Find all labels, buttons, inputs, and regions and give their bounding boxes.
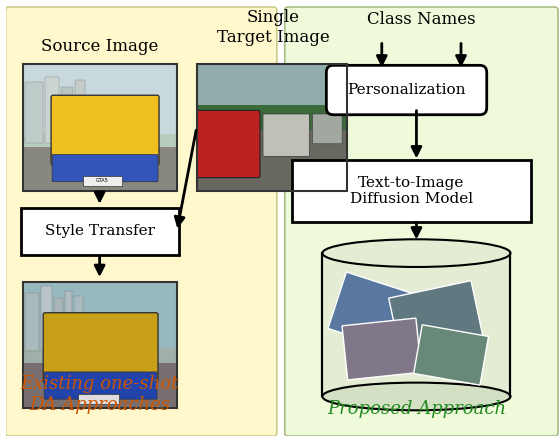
Bar (78, 395, 119, 404)
Bar (24, 65, 177, 191)
Bar (24, 363, 177, 409)
Bar (75, 79, 85, 143)
Polygon shape (342, 318, 422, 380)
Ellipse shape (323, 383, 511, 410)
Text: Class Names: Class Names (367, 11, 475, 28)
Bar (24, 65, 177, 191)
FancyBboxPatch shape (326, 65, 487, 115)
Text: Proposed Approach: Proposed Approach (327, 400, 506, 418)
Bar (65, 291, 72, 351)
Bar (197, 65, 347, 191)
Bar (24, 282, 177, 409)
FancyArrowPatch shape (377, 44, 386, 65)
FancyBboxPatch shape (21, 208, 179, 255)
Bar (323, 253, 511, 396)
Polygon shape (389, 281, 484, 358)
FancyArrowPatch shape (95, 192, 104, 201)
Text: Text-to-Image
Diffusion Model: Text-to-Image Diffusion Model (350, 176, 473, 206)
Ellipse shape (323, 239, 511, 267)
FancyBboxPatch shape (197, 110, 260, 177)
FancyBboxPatch shape (312, 114, 342, 144)
Bar (197, 65, 347, 125)
Bar (24, 282, 177, 409)
FancyArrowPatch shape (412, 222, 421, 236)
Polygon shape (414, 325, 488, 385)
Bar (24, 146, 177, 191)
Bar (197, 65, 347, 191)
Bar (54, 298, 63, 351)
Bar (45, 77, 59, 143)
Text: Single
Target Image: Single Target Image (217, 9, 329, 45)
FancyBboxPatch shape (6, 7, 277, 436)
Bar (74, 296, 83, 351)
FancyBboxPatch shape (292, 160, 531, 221)
FancyBboxPatch shape (51, 95, 159, 165)
Polygon shape (328, 272, 422, 353)
Text: GTA5: GTA5 (96, 178, 109, 184)
Bar (197, 105, 347, 130)
FancyBboxPatch shape (263, 114, 310, 157)
FancyArrowPatch shape (412, 111, 421, 155)
Bar (24, 65, 177, 134)
Bar (24, 282, 177, 347)
Bar (25, 293, 39, 351)
FancyBboxPatch shape (44, 372, 157, 399)
FancyBboxPatch shape (285, 7, 558, 436)
Bar (41, 286, 52, 351)
Bar (61, 87, 73, 143)
Bar (197, 130, 347, 191)
Bar (83, 176, 123, 186)
Text: Source Image: Source Image (41, 38, 158, 55)
Text: Style Transfer: Style Transfer (45, 225, 155, 238)
Bar (25, 82, 43, 143)
FancyBboxPatch shape (52, 154, 158, 182)
Text: Existing one-shot
DA Approaches: Existing one-shot DA Approaches (20, 375, 179, 414)
FancyArrowPatch shape (95, 256, 104, 274)
FancyArrowPatch shape (456, 44, 465, 65)
Text: Personalization: Personalization (347, 83, 466, 97)
FancyArrowPatch shape (175, 130, 196, 225)
FancyBboxPatch shape (43, 313, 158, 382)
